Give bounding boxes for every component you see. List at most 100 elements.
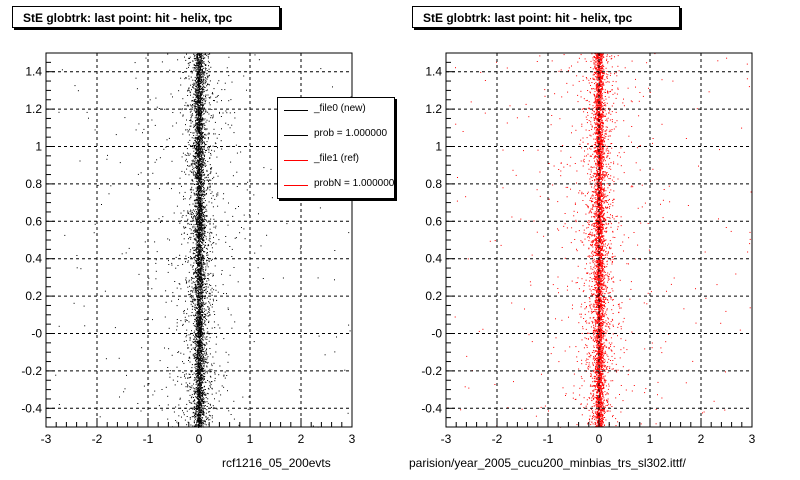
data-point [194,321,196,323]
data-point [194,206,196,207]
data-point [197,126,198,128]
data-point [200,73,202,75]
data-point [196,334,198,336]
data-point [198,111,200,113]
data-point [196,117,198,119]
data-point [202,150,204,152]
data-point [206,220,208,222]
data-point [244,238,246,240]
data-point [254,252,256,254]
data-point [218,374,220,376]
data-point [201,231,203,233]
data-point [208,62,210,64]
data-point [195,152,197,154]
data-point [197,61,199,63]
data-point [189,56,191,58]
data-point [196,149,197,151]
data-point [193,105,195,107]
data-point [200,291,202,293]
data-point [199,279,201,281]
data-point [202,143,203,145]
data-point [189,382,191,384]
data-point [200,147,202,148]
data-point [197,401,199,403]
data-point [183,340,185,342]
data-point [199,383,201,385]
data-point [219,112,220,114]
data-point [191,171,193,173]
data-point [211,406,212,408]
data-point [123,391,125,393]
data-point [200,273,201,274]
data-point [196,155,198,157]
data-point [199,342,201,344]
data-point [202,157,204,159]
data-point [189,351,191,353]
data-point [181,156,183,158]
data-point [348,232,350,234]
data-point [196,169,198,171]
data-point [201,123,203,125]
data-point [204,214,206,216]
data-point [223,293,225,294]
data-point [194,298,196,300]
data-point [227,224,229,226]
data-point [199,131,201,133]
data-point [188,62,190,64]
data-point [196,290,197,292]
data-point [197,205,199,207]
data-point [187,385,189,387]
data-point [181,243,183,245]
data-point [216,336,218,338]
data-point [193,233,194,235]
data-point [194,238,196,240]
data-point [180,320,182,322]
data-point [207,266,209,268]
data-point [193,400,195,402]
data-point [199,217,201,219]
data-point [191,308,193,310]
data-point [196,357,198,359]
data-point [196,194,198,195]
data-point [196,114,197,116]
data-point [209,382,211,384]
data-point [154,161,156,163]
data-point [202,196,204,198]
data-point [194,388,196,389]
data-point [196,323,198,325]
data-point [197,105,199,107]
data-point [199,86,201,88]
data-point [197,271,199,273]
data-point [208,239,210,241]
data-point [143,128,145,130]
data-point [89,332,91,334]
data-point [198,349,200,351]
data-point [200,384,202,386]
data-point [197,334,199,336]
data-point [191,105,193,107]
data-point [199,376,201,378]
data-point [200,107,202,109]
data-point [191,301,193,303]
data-point [196,361,198,363]
data-point [212,298,214,300]
data-point [200,252,202,254]
data-point [201,83,203,85]
data-point [208,320,210,322]
data-point [199,227,201,229]
data-point [194,347,196,349]
data-point [229,246,231,247]
data-point [197,114,199,116]
data-point [205,317,206,319]
data-point [202,391,204,393]
data-point [200,183,201,185]
data-point [192,161,194,163]
data-point [194,125,196,127]
data-point [193,289,195,291]
data-point [190,402,192,404]
data-point [196,251,198,253]
data-point [204,251,206,253]
data-point [198,208,200,210]
data-point [200,193,202,195]
data-point [209,157,211,159]
